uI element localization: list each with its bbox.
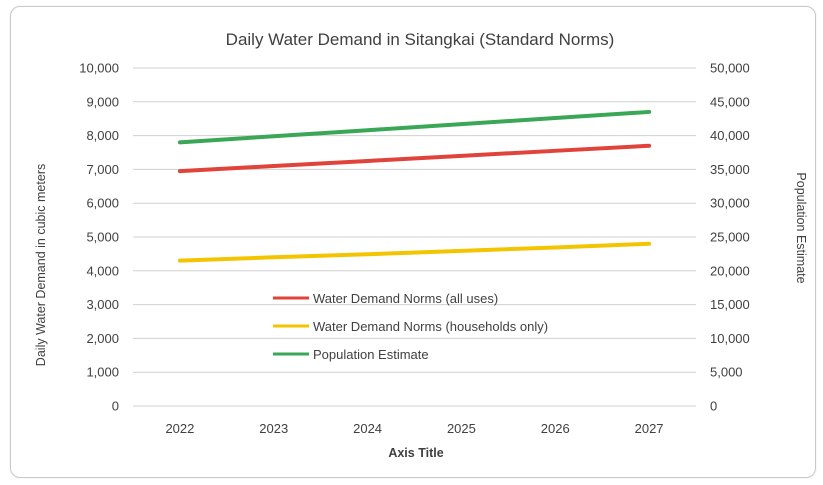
y-tick-label: 10,000 <box>79 61 119 76</box>
gridlines <box>133 67 696 407</box>
x-tick-label: 2027 <box>635 421 664 436</box>
x-tick-label: 2024 <box>353 421 382 436</box>
legend: Water Demand Norms (all uses) Water Deman… <box>273 291 548 362</box>
y-tick-label: 7,000 <box>86 162 119 177</box>
x-tick-label: 2023 <box>259 421 288 436</box>
x-axis-title: Axis Title <box>388 446 443 460</box>
chart-frame <box>10 6 816 478</box>
y-tick-label: 6,000 <box>86 196 119 211</box>
y-axis-title: Daily Water Demand in cubic meters <box>34 164 48 366</box>
series-line-population-estimate <box>177 109 652 145</box>
y2-tick-label: 20,000 <box>710 263 750 278</box>
y2-axis-title: Population Estimate <box>794 172 808 283</box>
y2-tick-label: 5,000 <box>710 365 743 380</box>
y2-tick-label: 45,000 <box>710 94 750 109</box>
y2-tick-label: 40,000 <box>710 128 750 143</box>
y2-tick-label: 50,000 <box>710 61 750 76</box>
legend-label: Water Demand Norms (households only) <box>313 319 548 334</box>
legend-label: Population Estimate <box>313 347 429 362</box>
series-lines <box>177 109 652 263</box>
y-tick-label: 1,000 <box>86 365 119 380</box>
y-tick-label: 2,000 <box>86 331 119 346</box>
y2-tick-label: 25,000 <box>710 230 750 245</box>
x-tick-label: 2022 <box>165 421 194 436</box>
series-line-water-demand-norms-households-only <box>177 241 652 263</box>
chart-title: Daily Water Demand in Sitangkai (Standar… <box>226 30 615 49</box>
series-line-water-demand-norms-all-uses <box>177 143 652 174</box>
y-tick-label: 9,000 <box>86 94 119 109</box>
x-axis-ticks: 2022 2023 2024 2025 2026 2027 <box>165 421 663 436</box>
y-tick-label: 4,000 <box>86 263 119 278</box>
x-tick-label: 2026 <box>541 421 570 436</box>
y-tick-label: 5,000 <box>86 230 119 245</box>
legend-label: Water Demand Norms (all uses) <box>313 291 498 306</box>
y2-tick-label: 10,000 <box>710 331 750 346</box>
y-tick-label: 0 <box>112 399 119 414</box>
y2-tick-label: 35,000 <box>710 162 750 177</box>
y2-tick-label: 0 <box>710 399 717 414</box>
y2-tick-label: 30,000 <box>710 196 750 211</box>
x-tick-label: 2025 <box>447 421 476 436</box>
y-tick-label: 8,000 <box>86 128 119 143</box>
y2-tick-label: 15,000 <box>710 297 750 312</box>
y-tick-label: 3,000 <box>86 297 119 312</box>
y2-axis-ticks: 0 5,000 10,000 15,000 20,000 25,000 30,000 35,0… <box>710 61 750 414</box>
y-axis-ticks: 0 1,000 2,000 3,000 4,000 5,000 6,000 7,000 8,00… <box>79 61 119 414</box>
